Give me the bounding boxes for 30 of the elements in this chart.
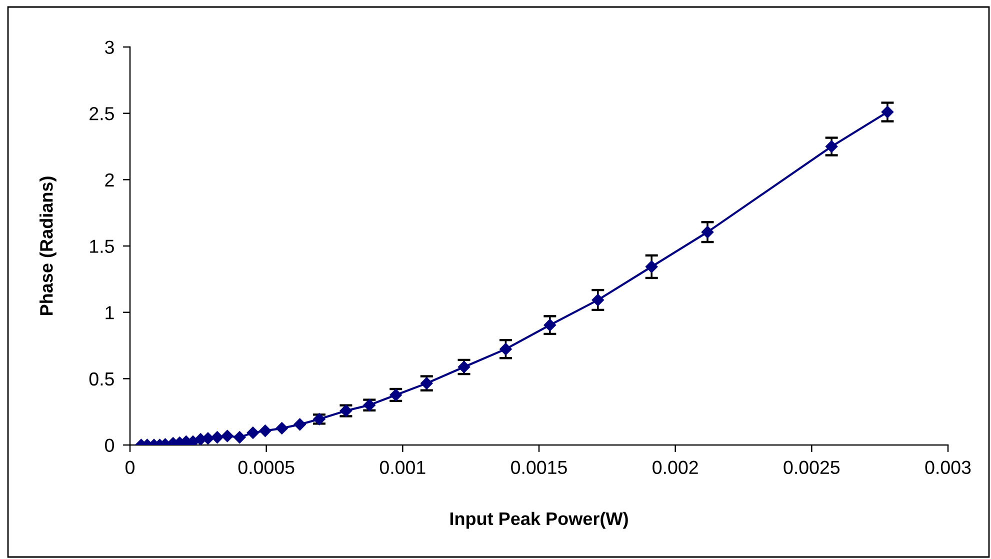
- y-tick-label: 1: [106, 306, 114, 320]
- point: [259, 424, 272, 438]
- y-tick-label: 0: [105, 438, 114, 452]
- x-tick-label: 0.003: [925, 460, 971, 474]
- x-tick-label: 0.002: [652, 460, 698, 474]
- x-axis-title: Input Peak Power(W): [450, 512, 628, 529]
- point: [221, 430, 234, 442]
- point: [701, 226, 714, 238]
- y-tick-label: 2.5: [90, 107, 114, 120]
- y-tick-label: 2: [105, 173, 114, 186]
- point: [592, 294, 604, 306]
- y-axis-title: Phase (Radians): [40, 176, 56, 316]
- point: [294, 418, 306, 431]
- point: [825, 140, 838, 153]
- point: [544, 318, 556, 332]
- y-tick-label: 0.5: [89, 372, 114, 386]
- x-tick-label: 0.001: [380, 460, 426, 474]
- point: [499, 342, 512, 356]
- y-tick-label: 3: [105, 40, 114, 54]
- point: [276, 422, 288, 435]
- point: [881, 106, 894, 118]
- x-tick-label: 0.0025: [784, 460, 840, 474]
- x-tick-label: 0: [126, 460, 134, 474]
- x-tick-label: 0.0015: [511, 460, 567, 474]
- point: [645, 260, 658, 273]
- point: [211, 431, 224, 444]
- point: [246, 426, 260, 440]
- point: [233, 431, 246, 444]
- x-tick-label: 0.0005: [238, 460, 294, 474]
- y-tick-label: 1.5: [90, 240, 114, 253]
